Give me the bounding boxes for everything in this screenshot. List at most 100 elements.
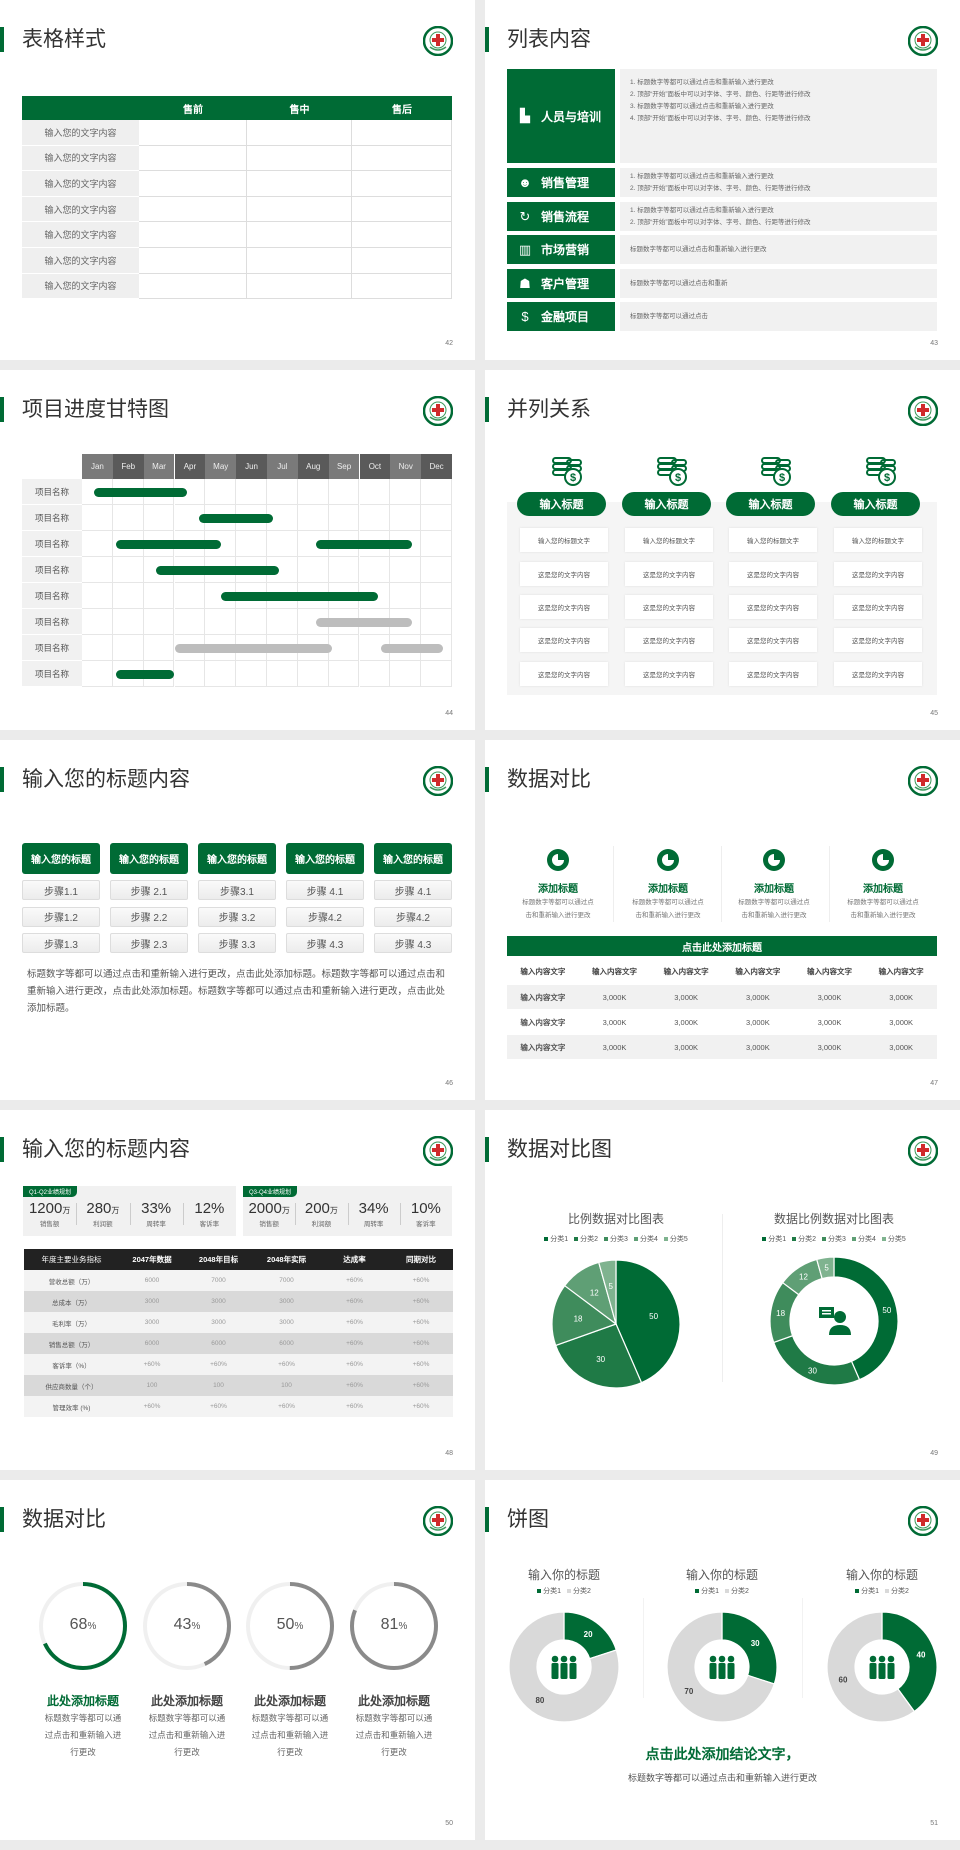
content-card[interactable]: 这是您的文字内容	[520, 562, 608, 586]
table-cell[interactable]	[139, 120, 247, 146]
grid-cell	[421, 583, 452, 609]
table-cell[interactable]	[247, 171, 352, 197]
step-box[interactable]: 步骤 4.1	[374, 880, 452, 900]
content-card[interactable]: 输入您的标题文字	[520, 528, 608, 552]
content-card[interactable]: 这是您的文字内容	[625, 662, 713, 686]
step-box[interactable]: 步骤1.1	[22, 880, 100, 900]
step-box[interactable]: 步骤1.2	[22, 906, 100, 927]
table-cell: 6000	[144, 1340, 160, 1347]
table-cell: +60%	[143, 1403, 161, 1410]
gantt-bar[interactable]	[316, 540, 412, 549]
data-label: 12	[799, 1272, 808, 1281]
logo-cross	[432, 1514, 444, 1526]
legend-swatch	[851, 1237, 856, 1241]
table-cell: 营收总额（万）	[48, 1278, 95, 1286]
gantt-bar[interactable]	[115, 670, 175, 679]
table-cell[interactable]	[352, 120, 452, 146]
gantt-bar[interactable]	[381, 644, 443, 653]
table-cell[interactable]	[139, 145, 247, 172]
chat-bubble	[819, 1307, 834, 1318]
step-box[interactable]: 步骤 3.2	[198, 906, 276, 927]
table-cell: 3,000K	[889, 1042, 914, 1052]
table-cell[interactable]	[247, 222, 352, 248]
step-heading: 输入您的标题	[374, 843, 452, 874]
table-cell[interactable]	[247, 273, 352, 300]
table-cell[interactable]	[352, 171, 452, 197]
content-card[interactable]: 这是您的文字内容	[520, 595, 608, 619]
table-cell[interactable]	[139, 222, 247, 248]
table-cell[interactable]	[352, 222, 452, 248]
step-box[interactable]: 步骤4.2	[374, 906, 452, 927]
dollar-badge	[669, 468, 687, 486]
row-label: 项目名称	[22, 635, 82, 661]
kpi-number: 280	[86, 1200, 112, 1217]
step-box[interactable]: 步骤 4.3	[374, 933, 452, 953]
table-cell[interactable]	[247, 120, 352, 146]
content-card[interactable]: 这是您的文字内容	[625, 628, 713, 652]
table-cell[interactable]	[352, 248, 452, 274]
step-box[interactable]: 步骤3.1	[198, 880, 276, 900]
content-card[interactable]: 输入您的标题文字	[625, 528, 713, 552]
data-label: 50	[882, 1306, 891, 1315]
step-box[interactable]: 步骤 2.3	[110, 933, 188, 953]
row-label: 输入您的文字内容	[22, 196, 139, 223]
content-card[interactable]: 这是您的文字内容	[729, 562, 817, 586]
divider	[802, 1598, 803, 1698]
logo-cross	[432, 1144, 444, 1156]
content-card[interactable]: 这是您的文字内容	[729, 662, 817, 686]
table-cell[interactable]	[247, 145, 352, 172]
step-box[interactable]: 步骤 4.1	[286, 880, 364, 900]
step-box[interactable]: 步骤 4.3	[286, 933, 364, 953]
table-cell[interactable]	[139, 196, 247, 223]
grid-cell	[421, 661, 452, 687]
content-card[interactable]: 这是您的文字内容	[729, 628, 817, 652]
table-cell[interactable]	[247, 196, 352, 223]
gantt-bar[interactable]	[199, 514, 274, 523]
dollar-sign: $	[884, 472, 890, 484]
gantt-bar[interactable]	[94, 488, 187, 497]
list-line: 2. 顶部“开始”面板中可以对字体、字号、颜色、行距等进行修改	[630, 91, 811, 98]
gantt-bar[interactable]	[174, 644, 332, 653]
content-card[interactable]: 这是您的文字内容	[729, 595, 817, 619]
table-cell[interactable]	[247, 248, 352, 274]
table-cell[interactable]	[352, 273, 452, 300]
table-cell[interactable]	[139, 171, 247, 197]
pie-slice	[815, 1256, 835, 1280]
kpi-value: 2000万	[243, 1200, 295, 1217]
content-card[interactable]: 这是您的文字内容	[520, 628, 608, 652]
content-card[interactable]: 输入您的标题文字	[834, 528, 922, 552]
content-card[interactable]: 这是您的文字内容	[520, 662, 608, 686]
content-card[interactable]: 这是您的文字内容	[834, 662, 922, 686]
users-icon: ☗	[519, 275, 531, 291]
step-box[interactable]: 步骤4.2	[286, 906, 364, 927]
gantt-bar[interactable]	[156, 566, 280, 575]
page-number: 46	[445, 1080, 453, 1087]
step-box[interactable]: 步骤1.3	[22, 933, 100, 953]
table-cell[interactable]	[139, 273, 247, 300]
table-cell[interactable]	[352, 196, 452, 223]
content-card[interactable]: 这是您的文字内容	[834, 628, 922, 652]
list-item-title: 金融项目	[541, 310, 590, 324]
gantt-bar[interactable]	[220, 592, 378, 601]
month-header: Dec	[421, 454, 452, 479]
step-box[interactable]: 步骤 3.3	[198, 933, 276, 953]
grid-cell	[328, 505, 360, 531]
ring-value: 50%	[250, 1616, 330, 1634]
gantt-bar[interactable]	[115, 540, 221, 549]
table-cell: 7000	[279, 1277, 294, 1284]
table-cell[interactable]	[352, 145, 452, 172]
step-box[interactable]: 步骤 2.2	[110, 906, 188, 927]
table-cell[interactable]	[139, 248, 247, 274]
content-card[interactable]: 这是您的文字内容	[625, 562, 713, 586]
ring-unit: %	[87, 1621, 97, 1632]
content-card[interactable]: 输入您的标题文字	[729, 528, 817, 552]
kpi-tag: Q1-Q2业绩规划	[23, 1186, 78, 1197]
kpi-tag: Q3-Q4业绩规划	[243, 1186, 298, 1197]
content-card[interactable]: 这是您的文字内容	[834, 595, 922, 619]
content-card[interactable]: 这是您的文字内容	[625, 595, 713, 619]
data-label: 50	[649, 1312, 658, 1321]
legend-swatch	[695, 1589, 700, 1593]
step-box[interactable]: 步骤 2.1	[110, 880, 188, 900]
gantt-bar[interactable]	[316, 618, 412, 627]
content-card[interactable]: 这是您的文字内容	[834, 562, 922, 586]
